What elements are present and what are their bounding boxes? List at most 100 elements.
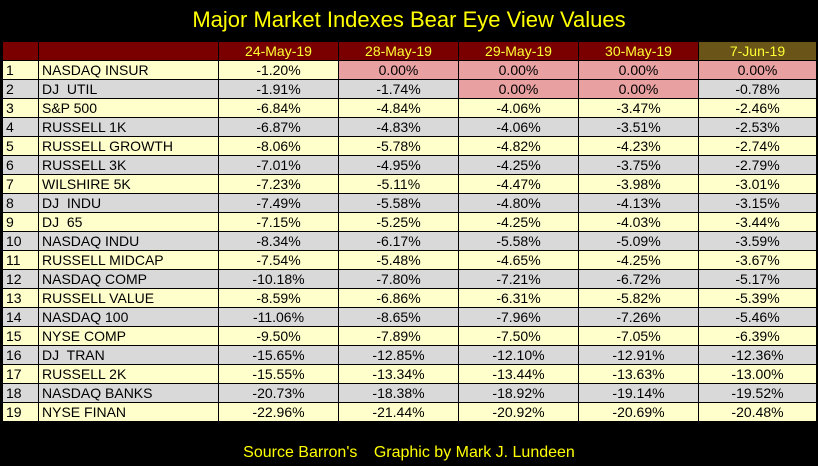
index-name: NASDAQ COMP (38, 269, 219, 289)
value-cell: -3.98% (578, 174, 699, 194)
value-cell: -12.36% (698, 345, 817, 365)
value-cell: -6.72% (578, 269, 699, 289)
value-cell: -13.44% (458, 364, 579, 384)
row-number: 11 (2, 250, 39, 270)
value-cell: -5.58% (458, 231, 579, 251)
value-cell: -3.01% (698, 174, 817, 194)
value-cell: -5.46% (698, 307, 817, 327)
value-cell: -1.74% (338, 79, 459, 99)
row-number: 6 (2, 155, 39, 175)
page-title: Major Market Indexes Bear Eye View Value… (192, 7, 626, 32)
value-cell: -7.23% (218, 174, 339, 194)
row-number: 7 (2, 174, 39, 194)
row-number: 8 (2, 193, 39, 213)
header-30-may: 30-May-19 (578, 41, 699, 61)
index-name: DJ UTIL (38, 79, 219, 99)
value-cell: -5.58% (338, 193, 459, 213)
value-cell: -8.34% (218, 231, 339, 251)
value-cell: -7.21% (458, 269, 579, 289)
row-number: 1 (2, 60, 39, 80)
table-row: 4 RUSSELL 1K -6.87% -4.83% -4.06% -3.51% -2.53… (2, 117, 817, 137)
header-num (2, 41, 39, 61)
value-cell: 0.00% (698, 60, 817, 80)
value-cell: -3.75% (578, 155, 699, 175)
value-cell: -4.82% (458, 136, 579, 156)
value-cell: -6.17% (338, 231, 459, 251)
header-24-may: 24-May-19 (218, 41, 339, 61)
value-cell: -5.82% (578, 288, 699, 308)
value-cell: -2.79% (698, 155, 817, 175)
footer: Source Barron's Graphic by Mark J. Lunde… (0, 441, 818, 465)
value-cell: -9.50% (218, 326, 339, 346)
value-cell: -20.69% (578, 402, 699, 422)
value-cell: -6.86% (338, 288, 459, 308)
value-cell: -4.13% (578, 193, 699, 213)
value-cell: -5.11% (338, 174, 459, 194)
value-cell: 0.00% (338, 60, 459, 80)
row-number: 5 (2, 136, 39, 156)
index-name: RUSSELL 2K (38, 364, 219, 384)
table-row: 16 DJ TRAN -15.65% -12.85% -12.10% -12.91% -12… (2, 345, 817, 365)
value-cell: -1.20% (218, 60, 339, 80)
table-row: 3 S&P 500 -6.84% -4.84% -4.06% -3.47% -2.46% (2, 98, 817, 118)
value-cell: -4.83% (338, 117, 459, 137)
value-cell: -4.23% (578, 136, 699, 156)
footer-credit: Graphic by Mark J. Lundeen (373, 444, 575, 461)
value-cell: -2.53% (698, 117, 817, 137)
row-number: 12 (2, 269, 39, 289)
index-name: NASDAQ BANKS (38, 383, 219, 403)
row-number: 14 (2, 307, 39, 327)
value-cell: -4.25% (458, 212, 579, 232)
value-cell: -3.15% (698, 193, 817, 213)
value-cell: -20.92% (458, 402, 579, 422)
value-cell: -4.65% (458, 250, 579, 270)
row-number: 10 (2, 231, 39, 251)
header-7-jun: 7-Jun-19 (698, 41, 817, 61)
index-name: NYSE COMP (38, 326, 219, 346)
value-cell: -11.06% (218, 307, 339, 327)
value-cell: -3.67% (698, 250, 817, 270)
value-cell: -10.18% (218, 269, 339, 289)
value-cell: -7.15% (218, 212, 339, 232)
value-cell: -13.34% (338, 364, 459, 384)
value-cell: -4.25% (578, 250, 699, 270)
header-row: 24-May-19 28-May-19 29-May-19 30-May-19 … (2, 41, 817, 61)
table-row: 19 NYSE FINAN -22.96% -21.44% -20.92% -20.69%… (2, 402, 817, 422)
table-row: 18 NASDAQ BANKS -20.73% -18.38% -18.92% -19.1… (2, 383, 817, 403)
table-row: 12 NASDAQ COMP -10.18% -7.80% -7.21% -6.72% -5… (2, 269, 817, 289)
table-row: 5 RUSSELL GROWTH -8.06% -5.78% -4.82% -4.23% -… (2, 136, 817, 156)
value-cell: -1.91% (218, 79, 339, 99)
row-number: 15 (2, 326, 39, 346)
value-cell: -0.78% (698, 79, 817, 99)
value-cell: -3.59% (698, 231, 817, 251)
index-name: RUSSELL MIDCAP (38, 250, 219, 270)
index-name: RUSSELL 3K (38, 155, 219, 175)
value-cell: -5.48% (338, 250, 459, 270)
row-number: 16 (2, 345, 39, 365)
value-cell: -7.54% (218, 250, 339, 270)
value-cell: -18.38% (338, 383, 459, 403)
value-cell: -13.00% (698, 364, 817, 384)
value-cell: -4.95% (338, 155, 459, 175)
index-name: DJ INDU (38, 193, 219, 213)
index-name: NASDAQ INSUR (38, 60, 219, 80)
value-cell: -8.59% (218, 288, 339, 308)
row-number: 9 (2, 212, 39, 232)
index-name: RUSSELL VALUE (38, 288, 219, 308)
value-cell: -5.78% (338, 136, 459, 156)
row-number: 3 (2, 98, 39, 118)
row-number: 4 (2, 117, 39, 137)
value-cell: -6.87% (218, 117, 339, 137)
value-cell: -6.84% (218, 98, 339, 118)
row-number: 18 (2, 383, 39, 403)
value-cell: -8.06% (218, 136, 339, 156)
index-name: S&P 500 (38, 98, 219, 118)
value-cell: -12.91% (578, 345, 699, 365)
index-name: DJ 65 (38, 212, 219, 232)
header-index (38, 41, 219, 61)
index-table: 24-May-19 28-May-19 29-May-19 30-May-19 … (2, 41, 817, 422)
value-cell: -5.39% (698, 288, 817, 308)
table-row: 10 NASDAQ INDU -8.34% -6.17% -5.58% -5.09% -3.… (2, 231, 817, 251)
value-cell: -4.80% (458, 193, 579, 213)
value-cell: -4.06% (458, 117, 579, 137)
